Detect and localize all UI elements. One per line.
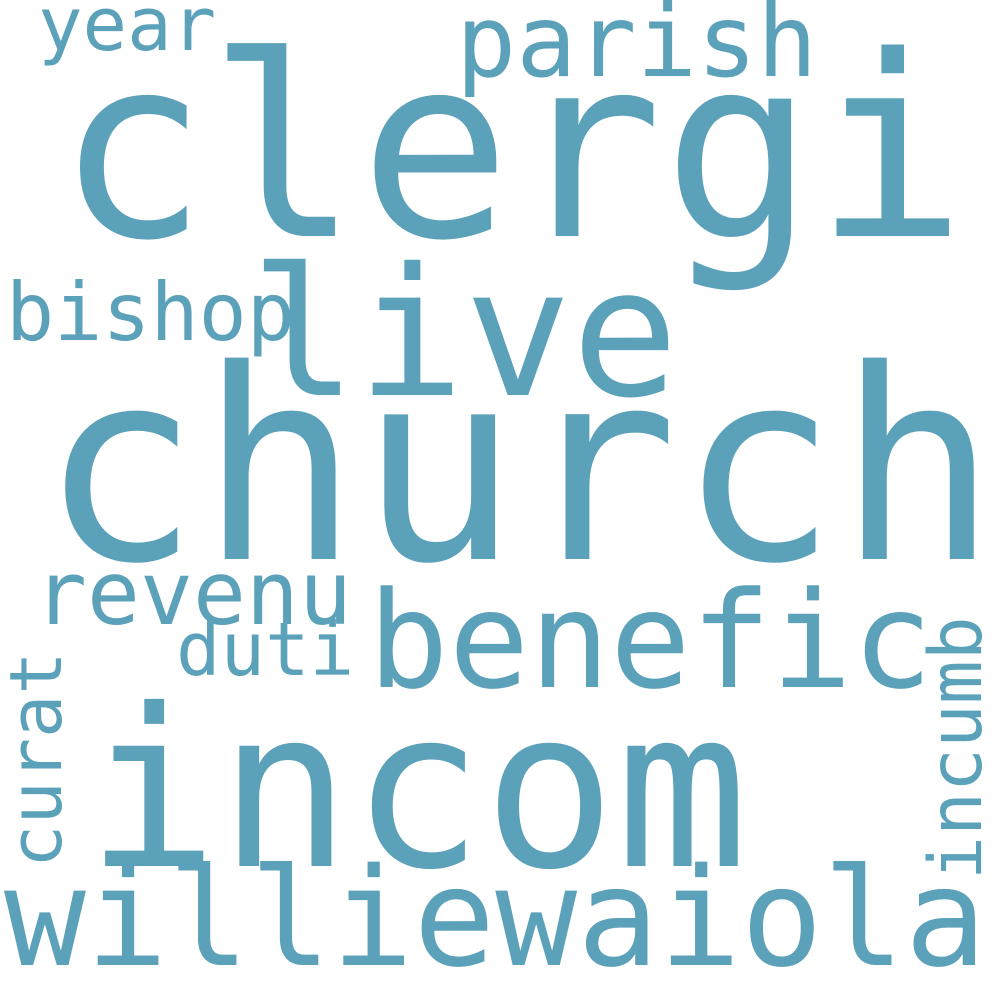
word-williewaiola: williewaiola (4, 840, 987, 998)
word-revenu: revenu (34, 542, 352, 645)
word-benefic: benefic (368, 563, 933, 719)
word-church: church (40, 314, 998, 622)
word-incom: incom (86, 662, 749, 918)
word-live: live (250, 230, 679, 437)
word-curat: curat (0, 651, 78, 868)
word-bishop: bishop (6, 266, 295, 359)
word-year: year (38, 0, 217, 68)
word-duti: duti (176, 607, 355, 693)
word-clergi: clergi (56, 3, 967, 296)
word-incumb: incumb (914, 616, 999, 880)
word-parish: parish (456, 0, 818, 100)
